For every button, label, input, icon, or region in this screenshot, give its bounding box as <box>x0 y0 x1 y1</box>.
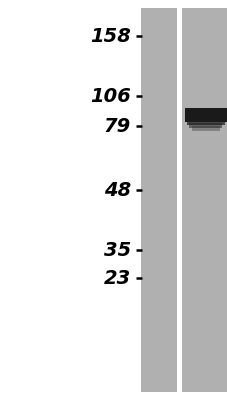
Bar <box>184 117 226 122</box>
Text: 106: 106 <box>90 86 131 106</box>
Text: 35: 35 <box>103 240 131 260</box>
Bar <box>186 120 224 126</box>
Bar <box>188 111 221 116</box>
Text: 79: 79 <box>103 116 131 136</box>
Bar <box>188 124 221 128</box>
Bar <box>184 108 226 120</box>
Bar <box>141 8 176 392</box>
Bar <box>176 8 182 392</box>
Bar <box>191 126 219 132</box>
Bar <box>186 114 224 119</box>
Text: 48: 48 <box>103 180 131 200</box>
Text: 23: 23 <box>103 268 131 288</box>
Bar <box>191 108 219 113</box>
Bar <box>182 8 227 392</box>
Text: 158: 158 <box>90 26 131 46</box>
